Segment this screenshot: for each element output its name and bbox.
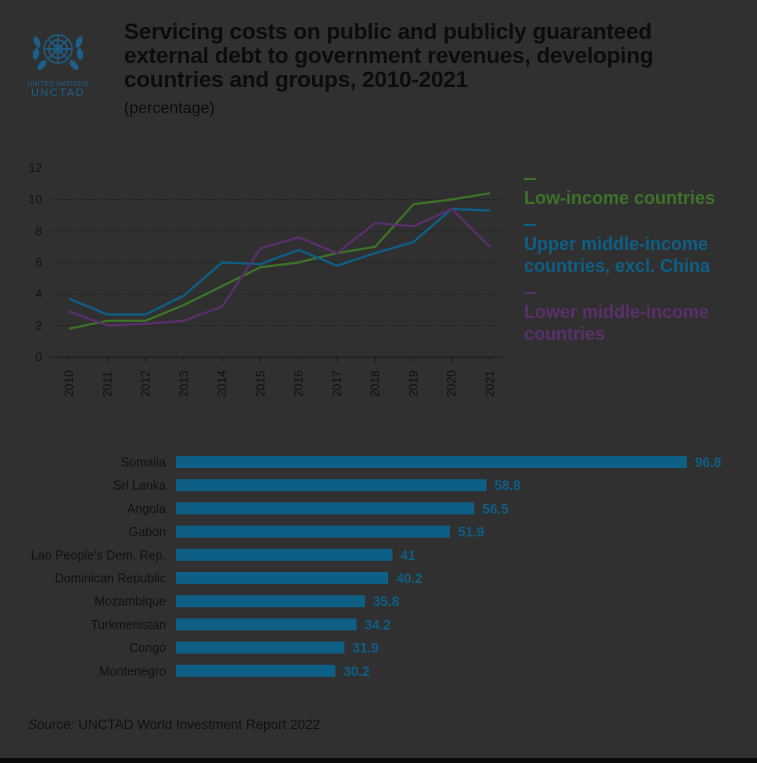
x-tick-label: 2021 xyxy=(483,370,497,397)
bar-value-label: 96.8 xyxy=(695,455,722,470)
line-chart: 0 2 4 6 8 10 12 2010 2011 2012 2013 2014 2015 2016 201… xyxy=(29,161,503,397)
bar-category-label: Sri Lanka xyxy=(113,479,166,493)
chart-title: Servicing costs on public and publicly g… xyxy=(124,19,654,92)
un-emblem-icon xyxy=(32,34,84,70)
bar xyxy=(176,641,345,654)
bar-category-label: Angola xyxy=(127,502,166,516)
x-tick-label: 2016 xyxy=(292,370,306,397)
bar-category-label: Dominican Republic xyxy=(55,572,166,586)
y-tick-label: 2 xyxy=(35,319,42,333)
x-tick-label: 2013 xyxy=(177,370,191,397)
bar-value-label: 56.5 xyxy=(482,501,509,516)
x-tick-label: 2018 xyxy=(368,370,382,397)
source-note: Source: UNCTAD World Investment Report 2… xyxy=(28,717,324,732)
y-tick-label: 8 xyxy=(35,224,42,238)
y-tick-label: 12 xyxy=(29,161,43,175)
series-line xyxy=(68,192,491,330)
y-tick-label: 4 xyxy=(35,287,42,301)
bar-category-label: Mozambique xyxy=(94,595,166,609)
x-tick-label: 2010 xyxy=(62,370,76,397)
source-label: Source: xyxy=(28,717,75,732)
bar-value-label: 41 xyxy=(400,548,416,563)
legend-swatch xyxy=(524,178,536,180)
bar xyxy=(176,479,487,492)
bar-category-label: Lao People's Dem. Rep. xyxy=(31,548,166,562)
bar xyxy=(176,618,357,631)
bar-category-label: Congo xyxy=(129,641,166,655)
bar-category-label: Somalia xyxy=(121,456,166,470)
legend-label: Lower middle-income xyxy=(524,302,710,322)
x-tick-label: 2017 xyxy=(330,370,344,397)
x-tick-label: 2020 xyxy=(445,370,459,397)
bar xyxy=(176,548,393,561)
bar-value-label: 51.9 xyxy=(458,525,484,540)
chart-subtitle: (percentage) xyxy=(124,100,215,117)
source-text: UNCTAD World Investment Report 2022. xyxy=(74,717,324,732)
legend-label: Upper middle-income xyxy=(524,234,709,254)
logo-text-bottom: UNCTAD xyxy=(30,87,85,99)
legend-swatch xyxy=(524,292,536,294)
legend-label: countries xyxy=(524,324,606,344)
x-tick-label: 2012 xyxy=(139,370,153,397)
legend-label: countries, excl. China xyxy=(524,256,711,276)
bar xyxy=(176,572,389,584)
legend-label: Low-income countries xyxy=(524,188,716,208)
bar xyxy=(176,502,475,515)
bar-category-label: Turkmenistan xyxy=(91,618,166,632)
x-tick-label: 2014 xyxy=(215,370,229,397)
bar-value-label: 35.8 xyxy=(373,594,400,609)
bar-value-label: 58.8 xyxy=(494,478,521,493)
logo-text-top: UNITED NATIONS xyxy=(27,81,89,88)
x-tick-label: 2011 xyxy=(100,371,114,397)
bar-value-label: 30.2 xyxy=(343,664,369,679)
bar xyxy=(176,664,336,677)
bar-category-label: Montenegro xyxy=(99,664,166,678)
bottom-edge-bar xyxy=(0,758,757,763)
series-line xyxy=(68,207,491,327)
y-tick-label: 6 xyxy=(35,256,42,270)
unctad-logo: UNITED NATIONS UNCTAD xyxy=(22,22,94,99)
x-tick-label: 2015 xyxy=(253,370,267,397)
bar-category-label: Gabon xyxy=(128,525,166,539)
x-tick-label: 2019 xyxy=(406,370,420,397)
bar-chart: Somalia 96.8 Sri Lanka 58.8 Angola 56.5 Gabon 5… xyxy=(31,455,722,679)
bar xyxy=(176,456,687,468)
bar-value-label: 31.9 xyxy=(352,641,378,656)
y-tick-label: 10 xyxy=(29,193,43,207)
bar-value-label: 34.2 xyxy=(365,617,391,632)
y-tick-label: 0 xyxy=(35,350,42,364)
legend-swatch xyxy=(524,224,536,226)
bar xyxy=(176,595,365,608)
bar-value-label: 40.2 xyxy=(396,571,422,586)
series-line xyxy=(68,207,491,316)
bar xyxy=(176,525,450,538)
